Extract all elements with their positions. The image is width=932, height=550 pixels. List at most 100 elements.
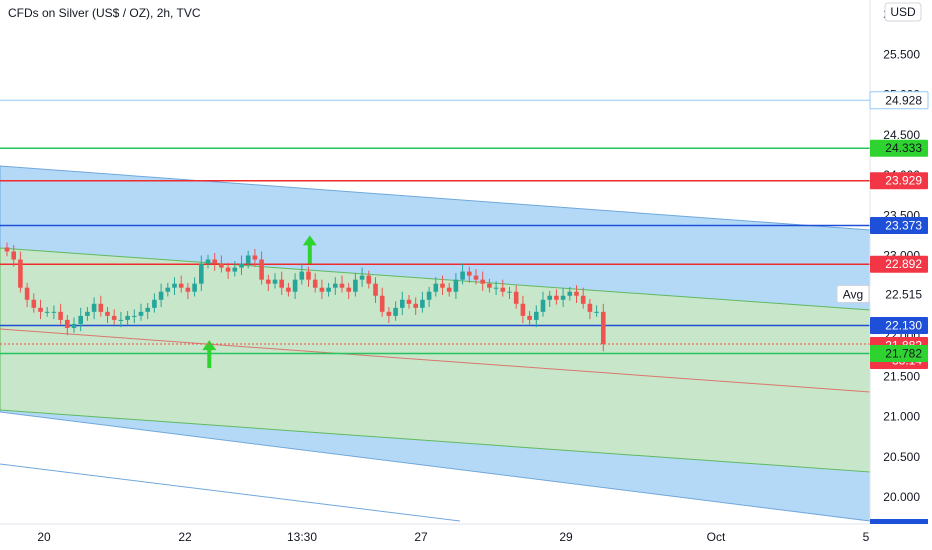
y-tick-label: 24.500 [883,128,920,142]
candle [386,307,392,324]
candle [178,275,184,293]
candle [299,263,305,285]
candle [473,269,479,285]
candle [339,275,345,293]
candle [453,273,459,299]
price-axis-ticks: 26.00025.50025.00024.50024.00023.50023.0… [883,7,920,504]
candle [560,287,566,308]
candle [400,291,405,316]
symbol-title: CFDs on Silver (US$ / OZ), 2h, TVC [8,6,201,20]
candle [520,295,526,324]
candle [91,297,97,320]
arrow-up-icon [302,235,317,264]
candle [98,295,104,317]
candle [259,251,264,285]
candle [279,271,284,295]
candle [24,282,30,308]
avg-label: Avg [843,288,863,302]
price-badge-label: 24.928 [885,93,922,107]
candle [426,286,432,308]
y-tick-label: 20.500 [883,450,920,464]
candle [85,307,90,321]
candle [266,274,271,291]
candle [500,279,506,297]
candle [534,305,539,328]
candle [373,277,378,303]
time-axis-ticks: 20 22 13:30 27 29 Oct 5 [37,530,869,544]
candle [580,287,586,309]
candle [306,266,311,287]
candle [487,278,492,293]
candle [547,290,552,308]
candle [554,289,559,305]
candle [480,271,485,291]
price-badges: 24.92824.33323.92923.37322.89222.515Avg2… [836,91,929,369]
candle [359,267,365,287]
candle [446,282,452,297]
candle [292,273,298,299]
candle [199,255,204,291]
price-badge-label: 24.333 [885,141,922,155]
x-tick-label: 29 [559,530,573,544]
candle [125,311,130,325]
candle [507,286,512,299]
x-tick-label: 22 [178,530,192,544]
price-badge: 22.892 [870,255,928,273]
candlesticks [4,242,606,352]
x-tick-label: Oct [707,530,726,544]
arrow-up-icon [202,340,217,369]
candle [346,282,351,299]
candle [172,277,177,295]
candle [567,286,573,301]
candle [433,277,439,297]
candle [152,293,157,313]
candle [239,255,244,275]
candle [219,255,224,273]
candle [312,273,318,293]
currency-button[interactable]: USD [884,2,922,22]
signal-arrows [202,235,317,369]
x-tick-label: 5 [863,530,870,544]
y-tick-label: 21.500 [883,369,920,383]
y-tick-label: 20.000 [883,490,920,504]
currency-button-label: USD [890,5,916,19]
candle [105,307,110,324]
bottom-blue-marker [870,519,928,524]
candle [333,277,338,295]
candle [44,307,50,317]
candle [78,307,83,332]
price-badge: 21.782 [870,345,928,363]
price-badge: 23.373 [870,216,928,234]
candle [111,309,117,325]
horizontal-levels [0,99,870,355]
price-badge-label: 23.373 [885,218,922,232]
candle [58,303,63,325]
price-badge-label: 23.929 [885,174,922,188]
candle [420,291,425,313]
candle [185,282,191,299]
price-badge-label: 22.892 [885,257,922,271]
candle [51,305,57,320]
price-badge: 22.130 [870,317,928,335]
regression-channels [0,165,871,522]
price-badge: 23.929 [870,172,928,190]
candle [4,242,10,257]
x-tick-label: 13:30 [287,530,317,544]
price-badge: 24.333 [870,139,928,157]
candle [393,301,398,321]
candle [205,254,211,269]
candle [272,273,278,289]
candle [232,261,238,277]
candle [493,281,499,295]
price-badge-label: 21.782 [885,347,922,361]
price-badge-label: 22.130 [885,319,922,333]
candle [118,311,124,328]
candle [192,277,197,297]
candle [71,317,77,333]
candle [540,291,546,317]
price-badge: 24.928 [869,91,929,110]
candle [11,245,16,267]
candle [467,266,472,283]
candle [587,298,593,320]
